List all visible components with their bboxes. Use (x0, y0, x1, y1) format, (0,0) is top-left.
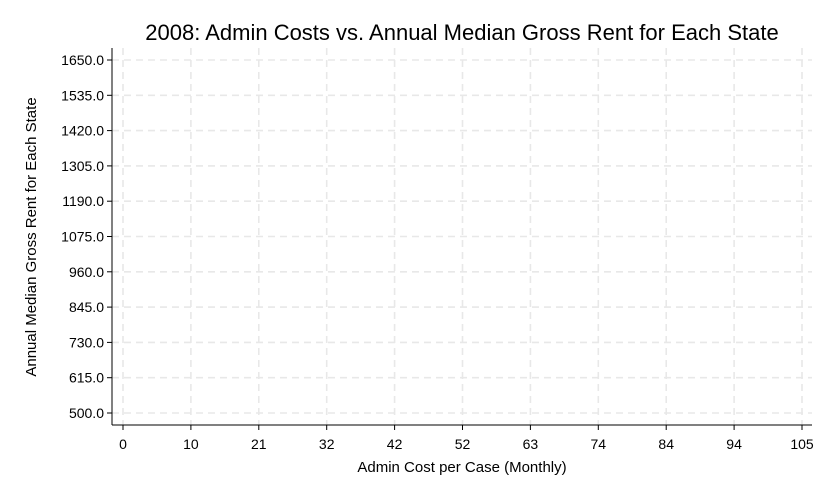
y-axis-ticks: 500.0 615.0 730.0 845.0 960.0 1075.0 1190.0 130… (61, 52, 112, 421)
y-tick-label: 615.0 (69, 370, 104, 386)
y-axis-label: Annual Median Gross Rent for Each State (23, 97, 40, 376)
y-tick-label: 1650.0 (61, 52, 104, 68)
y-tick-label: 1305.0 (61, 158, 104, 174)
x-axis-ticks: 0 10 21 32 42 52 63 74 84 94 105 (119, 425, 814, 452)
x-tick-label: 0 (119, 436, 127, 452)
x-tick-label: 74 (591, 436, 607, 452)
x-tick-label: 63 (523, 436, 539, 452)
y-tick-label: 1190.0 (62, 193, 104, 209)
chart-title: 2008: Admin Costs vs. Annual Median Gros… (145, 20, 778, 45)
x-tick-label: 52 (455, 436, 471, 452)
y-tick-label: 500.0 (69, 405, 104, 421)
x-tick-label: 32 (319, 436, 335, 452)
y-tick-label: 1075.0 (61, 229, 104, 245)
x-tick-label: 84 (658, 436, 674, 452)
x-tick-label: 94 (726, 436, 742, 452)
y-tick-label: 845.0 (69, 299, 104, 315)
x-tick-label: 105 (790, 436, 814, 452)
y-tick-label: 1535.0 (61, 87, 104, 103)
y-tick-label: 960.0 (69, 264, 104, 280)
x-axis-label: Admin Cost per Case (Monthly) (357, 459, 566, 476)
x-tick-label: 42 (387, 436, 403, 452)
y-tick-label: 1420.0 (61, 123, 104, 139)
x-tick-label: 10 (183, 436, 199, 452)
grid (112, 48, 812, 425)
y-tick-label: 730.0 (69, 334, 104, 350)
x-tick-label: 21 (251, 436, 267, 452)
